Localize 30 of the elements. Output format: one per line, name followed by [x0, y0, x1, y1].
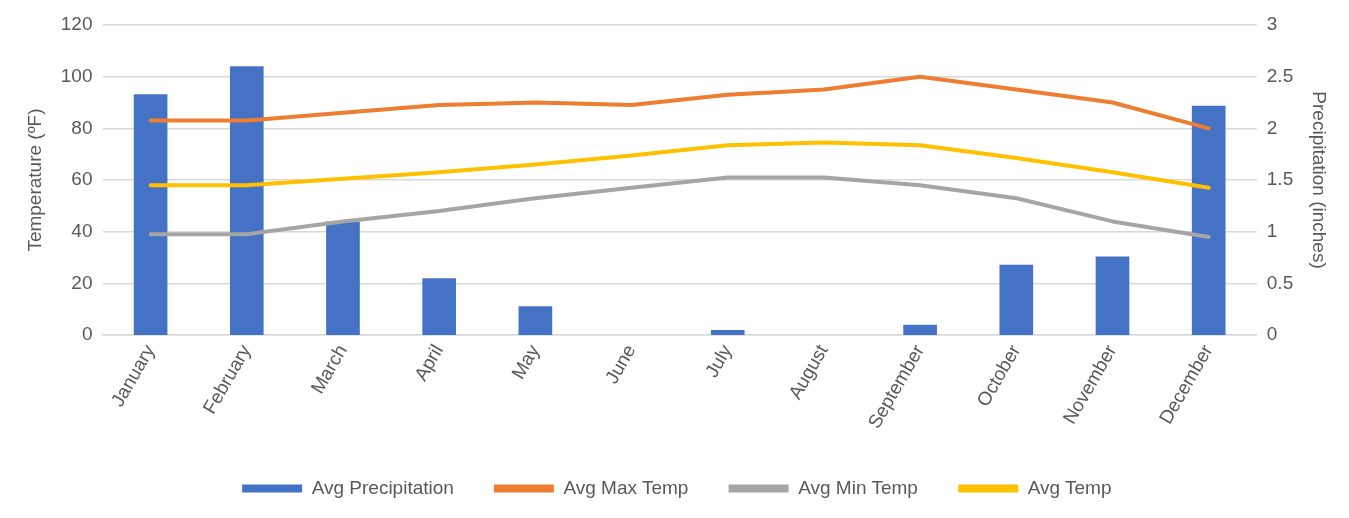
bar — [422, 278, 456, 336]
bar — [1191, 105, 1226, 336]
y-tick-label: 120 — [60, 13, 93, 35]
bar — [518, 306, 553, 336]
y-tick-label: 40 — [71, 219, 93, 241]
y2-tick-label: 3 — [1266, 13, 1278, 35]
y2-axis-title: Precipitation (inches) — [1309, 91, 1331, 269]
y-axis-title: Temperature (ºF) — [23, 108, 45, 252]
y2-tick-label: 0.5 — [1266, 271, 1294, 293]
bar — [229, 66, 264, 336]
bar — [1095, 256, 1130, 336]
y2-tick-label: 0 — [1266, 323, 1278, 345]
y-tick-label: 80 — [71, 116, 93, 138]
bar — [326, 221, 360, 336]
y2-tick-label: 1.5 — [1266, 168, 1294, 190]
y2-tick-label: 1 — [1266, 219, 1278, 241]
y-tick-label: 100 — [60, 64, 93, 86]
legend-label: Avg Min Temp — [798, 476, 918, 498]
y2-tick-label: 2 — [1266, 116, 1278, 138]
y-tick-label: 0 — [81, 323, 93, 345]
y-tick-label: 60 — [71, 168, 93, 190]
y-tick-label: 20 — [71, 271, 93, 293]
bar — [710, 329, 745, 336]
bar — [133, 94, 168, 336]
legend-label: Avg Max Temp — [563, 476, 689, 498]
bar — [999, 264, 1034, 336]
y2-tick-label: 2.5 — [1266, 64, 1294, 86]
legend-label: Avg Temp — [1027, 476, 1112, 498]
legend-label: Avg Precipitation — [311, 476, 454, 498]
bar — [903, 324, 937, 336]
